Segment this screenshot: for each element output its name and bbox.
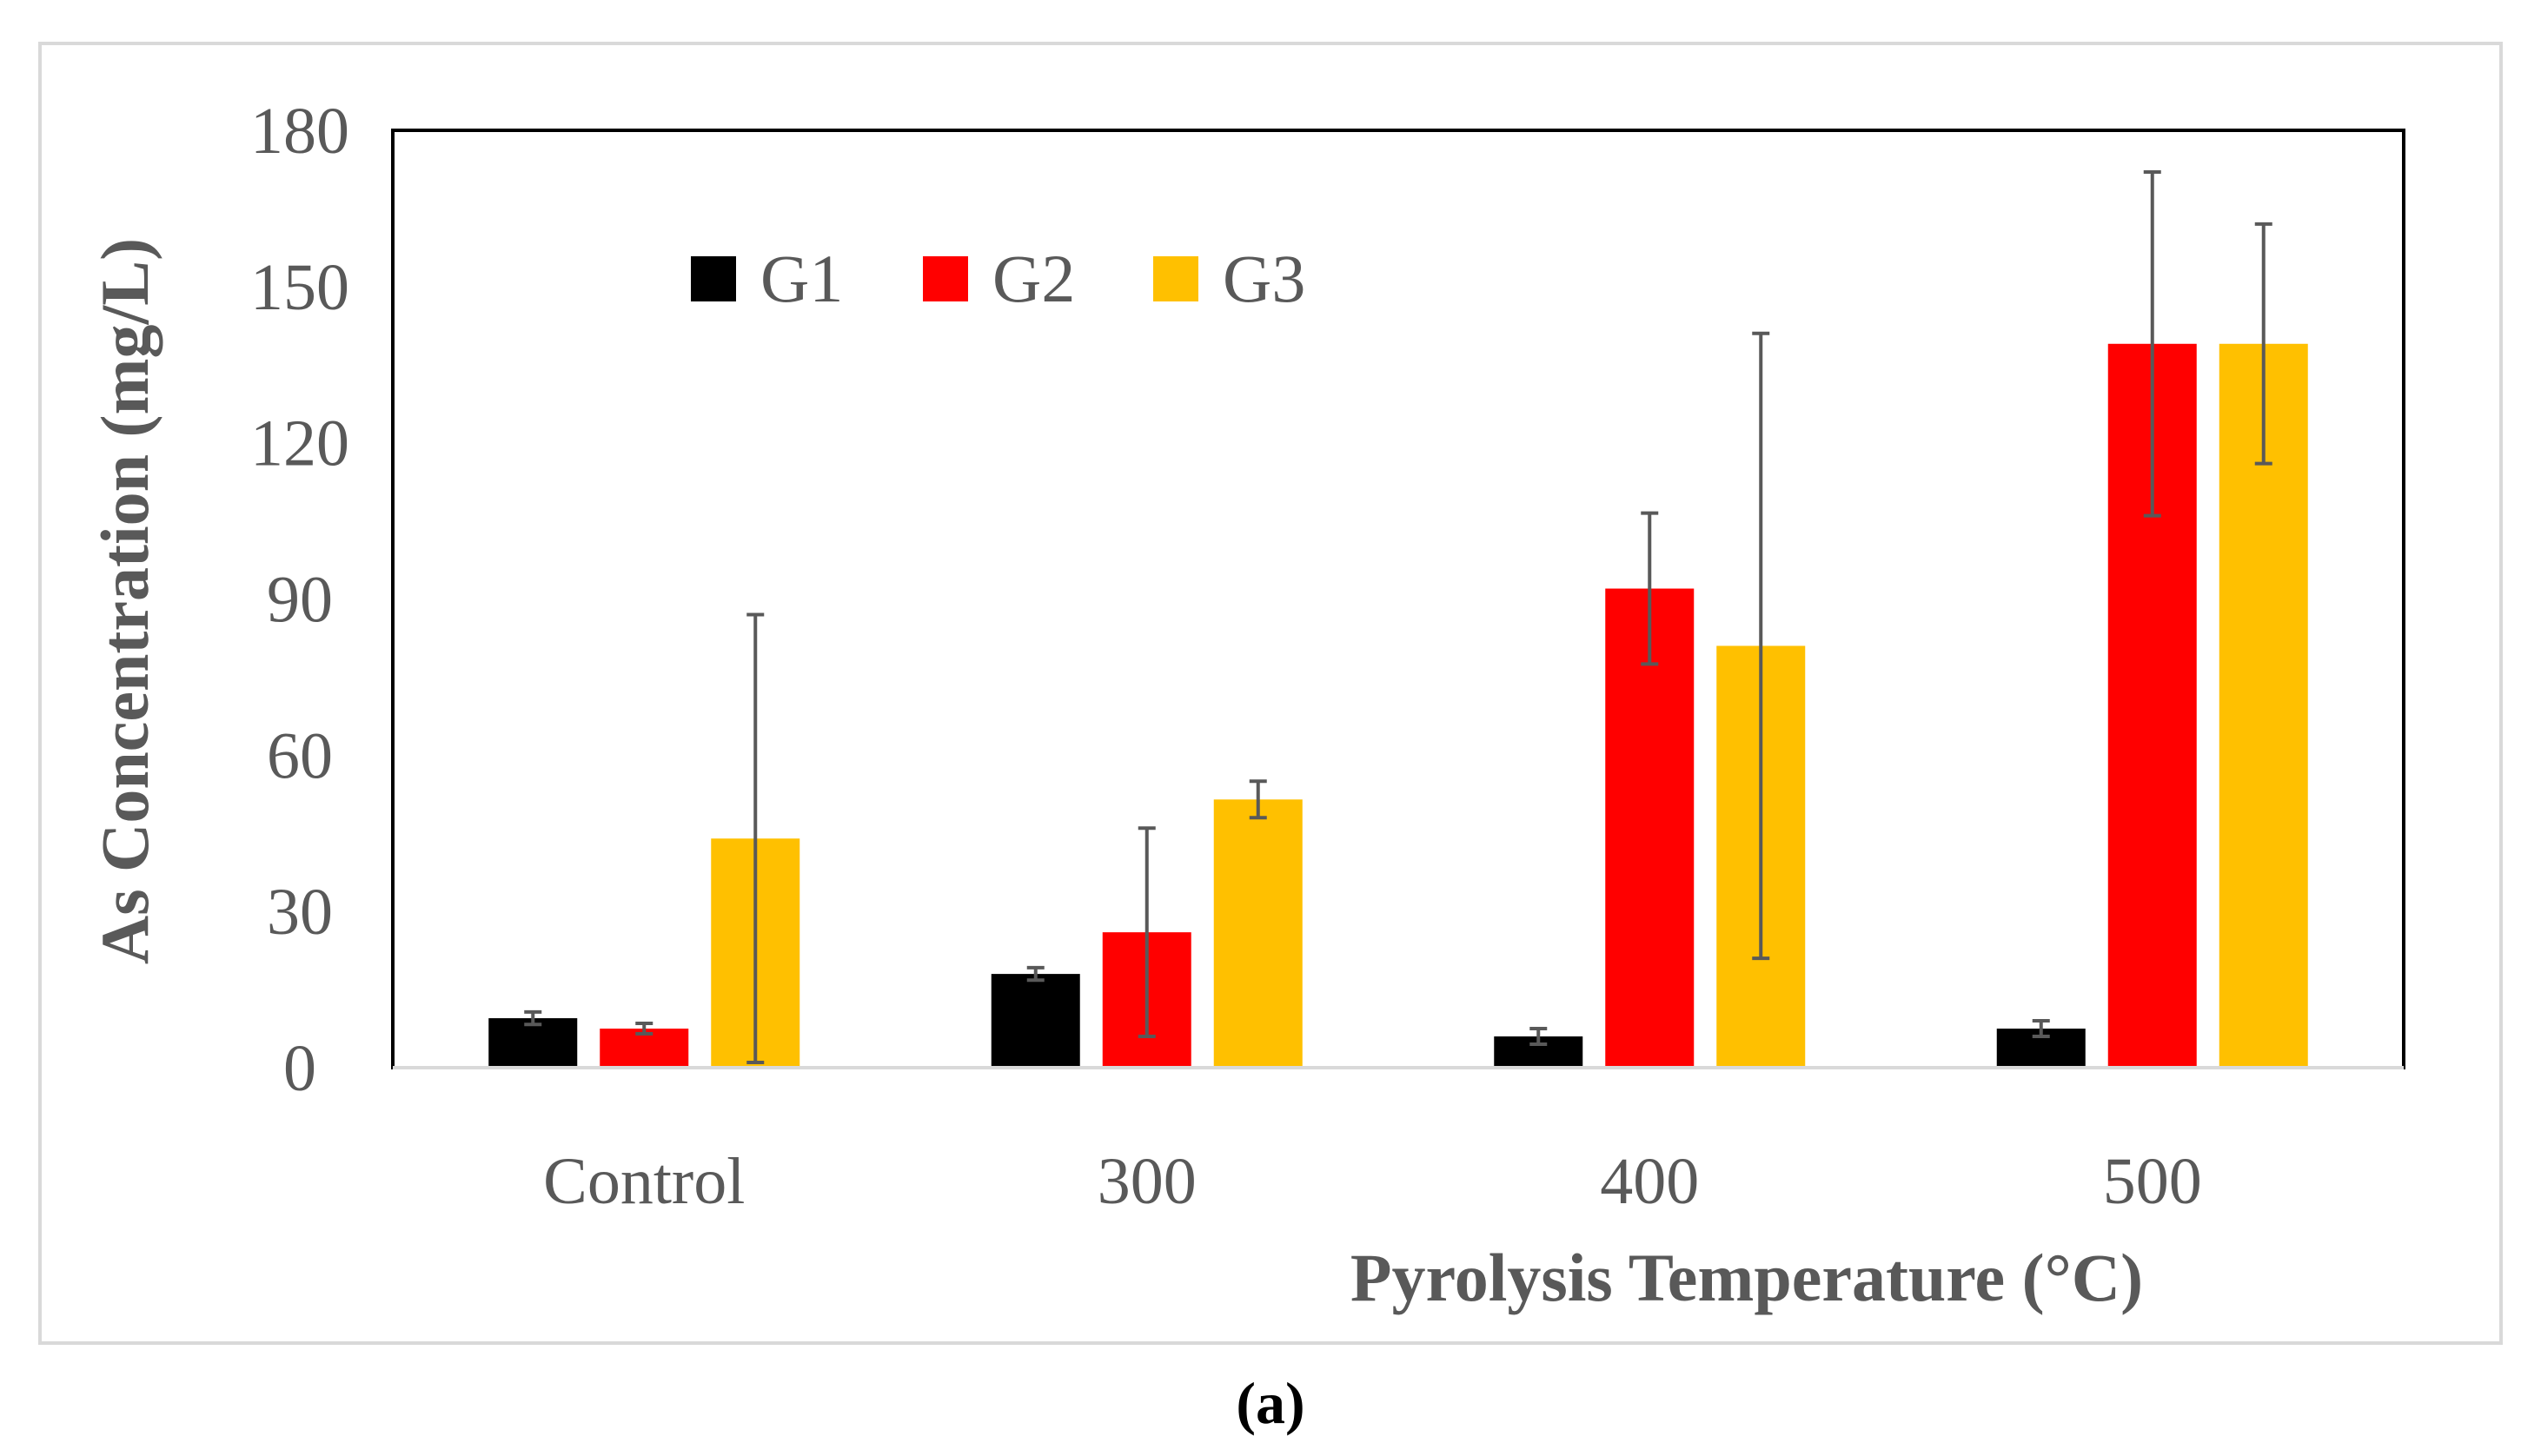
- error-bar-g1-500: [2032, 1019, 2050, 1039]
- y-tick-label: 0: [283, 1032, 316, 1105]
- error-bars: [524, 169, 2272, 1065]
- x-tick-label: 300: [1098, 1145, 1197, 1218]
- error-bar-g3-control: [746, 612, 765, 1065]
- y-tick-label: 60: [267, 719, 333, 792]
- bar-g2-400: [1605, 588, 1695, 1068]
- y-axis-title: As Concentration (mg/L): [87, 238, 163, 964]
- y-axis-ticks: 0 30 60 90 120 150 180: [250, 95, 349, 1105]
- error-bar-g2-500: [2143, 169, 2161, 518]
- bar-g3-300: [1213, 799, 1303, 1068]
- y-tick-label: 150: [250, 251, 349, 324]
- legend-swatch: [923, 256, 968, 301]
- legend-label: G3: [1223, 241, 1305, 316]
- error-bar-g3-300: [1249, 779, 1267, 820]
- error-bar-g3-500: [2254, 222, 2272, 466]
- x-axis-ticks: Control 300 400 500: [543, 1145, 2202, 1218]
- legend-item-g1: G1: [691, 241, 843, 316]
- error-bar-g3-400: [1752, 331, 1770, 961]
- bars: [488, 343, 2308, 1068]
- error-bar-g1-300: [1026, 965, 1045, 983]
- legend-swatch: [1153, 256, 1198, 301]
- y-tick-label: 180: [250, 95, 349, 168]
- error-bar-g2-400: [1641, 511, 1659, 666]
- legend-label: G1: [760, 241, 843, 316]
- error-bar-g2-control: [635, 1022, 653, 1036]
- bar-g1-control: [488, 1018, 578, 1068]
- y-tick-label: 30: [267, 876, 333, 949]
- x-axis-title: Pyrolysis Temperature (°C): [1350, 1240, 2143, 1315]
- error-bar-g1-control: [524, 1009, 542, 1027]
- legend-item-g2: G2: [923, 241, 1075, 316]
- error-bar-g1-400: [1529, 1027, 1548, 1047]
- legend: G1 G2 G3: [691, 241, 1305, 316]
- error-bar-g2-300: [1138, 826, 1156, 1039]
- legend-swatch: [691, 256, 736, 301]
- y-tick-label: 120: [250, 407, 349, 480]
- figure-caption: (a): [1236, 1370, 1304, 1436]
- legend-label: G2: [992, 241, 1075, 316]
- legend-item-g3: G3: [1153, 241, 1305, 316]
- y-tick-label: 90: [267, 564, 333, 637]
- x-tick-label: 500: [2103, 1145, 2202, 1218]
- x-tick-label: 400: [1600, 1145, 1699, 1218]
- bar-g1-300: [991, 974, 1080, 1068]
- x-tick-label: Control: [543, 1145, 745, 1218]
